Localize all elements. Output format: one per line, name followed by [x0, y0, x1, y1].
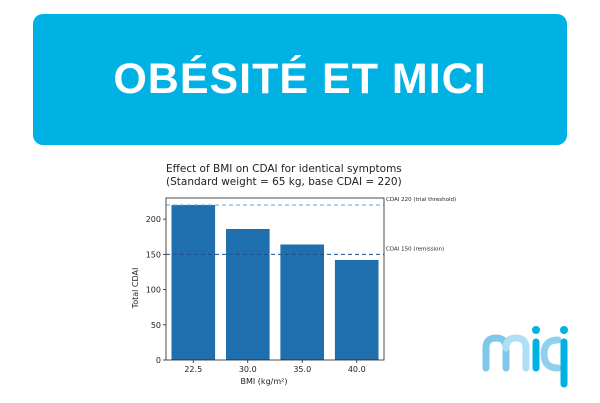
y-tick-label: 100: [146, 286, 161, 295]
bar-35.0: [280, 244, 324, 360]
chart-title: Effect of BMI on CDAI for identical symp…: [166, 163, 402, 175]
x-tick-label: 35.0: [293, 365, 311, 374]
banner-title: OBÉSITÉ ET MICI: [113, 55, 487, 103]
chart-svg: Effect of BMI on CDAI for identical symp…: [131, 163, 456, 386]
bar-40.0: [334, 260, 379, 360]
x-axis-label: BMI (kg/m²): [241, 377, 288, 386]
mici-logo-icon: [482, 326, 568, 388]
bar-30.0: [226, 229, 270, 360]
x-tick-label: 30.0: [239, 365, 257, 374]
plot-area: 22.5 30.0 35.0 40.0 0 50 100 150 200 CDAI 220 (tr…: [146, 197, 456, 374]
x-tick-label: 40.0: [348, 365, 366, 374]
plot-frame: [165, 197, 385, 361]
mici-logo: [480, 318, 572, 390]
reference-line-label: CDAI 220 (trial threshold): [386, 197, 456, 203]
y-tick-label: 0: [156, 356, 161, 365]
x-tick-label: 22.5: [184, 365, 202, 374]
chart-subtitle: (Standard weight = 65 kg, base CDAI = 22…: [166, 176, 402, 188]
title-banner: OBÉSITÉ ET MICI: [33, 14, 567, 145]
reference-line-label: CDAI 150 (remission): [386, 246, 444, 252]
y-tick-label: 200: [146, 215, 161, 224]
y-axis-label: Total CDAI: [131, 268, 140, 310]
bar-22.5: [171, 205, 216, 360]
y-tick-label: 50: [151, 321, 161, 330]
y-tick-label: 150: [146, 250, 161, 259]
cdai-bar-chart: Effect of BMI on CDAI for identical symp…: [120, 158, 480, 398]
